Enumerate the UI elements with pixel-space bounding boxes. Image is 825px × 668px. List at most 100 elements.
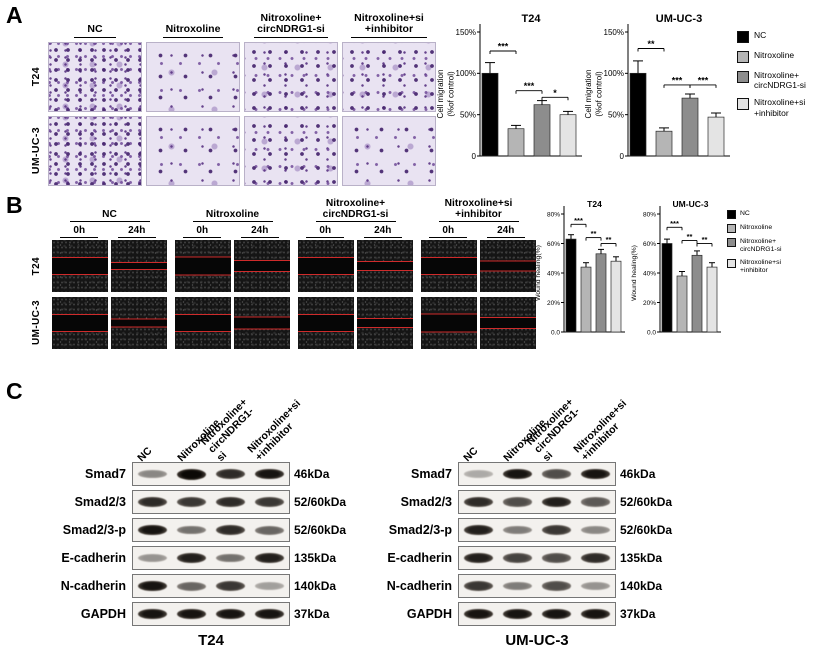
svg-text:UM-UC-3: UM-UC-3 bbox=[673, 199, 709, 209]
wound-row-labels: T24 UM-UC-3 bbox=[28, 196, 44, 349]
blot-band bbox=[255, 525, 284, 535]
blot-strip bbox=[132, 574, 290, 598]
legend-label: Nitroxoline bbox=[740, 224, 773, 231]
protein-label: Smad2/3 bbox=[74, 495, 126, 509]
wound-gap bbox=[421, 313, 477, 333]
wound-image bbox=[421, 297, 477, 349]
wound-gap bbox=[234, 316, 290, 330]
wound-row bbox=[52, 297, 167, 349]
legend-label: Nitroxoline+ circNDRG1-si bbox=[740, 238, 782, 254]
svg-text:60%: 60% bbox=[643, 241, 656, 248]
wound-gap bbox=[111, 318, 167, 328]
wound-group-title: Nitroxoline+ circNDRG1-si bbox=[298, 196, 413, 222]
blot-row: E-cadherin 135kDa bbox=[356, 546, 686, 570]
svg-text:100%: 100% bbox=[456, 69, 476, 78]
protein-label: Smad2/3-p bbox=[62, 523, 126, 537]
protein-label: E-cadherin bbox=[387, 551, 452, 565]
blot-row: E-cadherin 135kDa bbox=[30, 546, 360, 570]
blot-band bbox=[464, 581, 493, 591]
timepoint-0h: 0h bbox=[298, 225, 353, 238]
legend-label: NC bbox=[754, 30, 767, 40]
bar-chart-wound-t24: T24 Wound healing(%) 0.0 20% 40% 60% 80% *** ** *… bbox=[534, 198, 628, 357]
bar-chart-migration-t24: T24 Cell migration (%of control) 0 50% 100% 15… bbox=[436, 10, 586, 187]
blot-band bbox=[581, 608, 610, 620]
blot-row: Smad2/3 52/60kDa bbox=[30, 490, 360, 514]
kda-label: 52/60kDa bbox=[294, 495, 347, 509]
svg-text:**: ** bbox=[647, 39, 655, 49]
svg-text:80%: 80% bbox=[547, 211, 560, 218]
blot-strip bbox=[458, 602, 616, 626]
svg-text:20%: 20% bbox=[643, 300, 656, 307]
protein-label: Smad7 bbox=[411, 467, 452, 481]
panel-a: A NC Nitroxoline Nitroxoline+ circNDRG1-… bbox=[0, 0, 825, 192]
blot-band bbox=[216, 468, 245, 480]
wound-image bbox=[111, 240, 167, 292]
wound-group-title-text: Nitroxoline+ circNDRG1-si bbox=[315, 198, 396, 222]
wound-image bbox=[175, 297, 231, 349]
svg-text:Wound healing(%): Wound healing(%) bbox=[535, 245, 542, 301]
legend-swatch bbox=[737, 31, 749, 43]
svg-text:**: ** bbox=[606, 235, 612, 244]
wound-group-nitroxoline: Nitroxoline 0h 24h bbox=[175, 196, 290, 349]
svg-text:150%: 150% bbox=[604, 28, 624, 37]
wound-row bbox=[298, 240, 413, 292]
blot-band bbox=[542, 581, 571, 591]
transwell-grid: NC Nitroxoline Nitroxoline+ circNDRG1-si… bbox=[28, 4, 436, 186]
transwell-image bbox=[244, 42, 338, 112]
blot-band bbox=[138, 524, 167, 536]
blot-band bbox=[581, 582, 610, 590]
panel-c-label: C bbox=[6, 378, 23, 404]
blot-strip bbox=[132, 462, 290, 486]
protein-label: Smad7 bbox=[85, 467, 126, 481]
wound-image bbox=[52, 240, 108, 292]
svg-text:**: ** bbox=[591, 229, 597, 238]
timepoint-0h: 0h bbox=[421, 225, 476, 238]
column-header-text: Nitroxoline+ circNDRG1-si bbox=[254, 12, 328, 38]
blot-band bbox=[255, 608, 284, 620]
legend-label: Nitroxoline+si +inhibitor bbox=[754, 97, 806, 118]
timepoint-headers: 0h 24h bbox=[52, 222, 167, 238]
legend-item: Nitroxoline+ circNDRG1-si bbox=[737, 70, 806, 90]
timepoint-0h: 0h bbox=[52, 225, 107, 238]
kda-label: 37kDa bbox=[620, 607, 656, 621]
wound-gap bbox=[52, 314, 108, 332]
blot-band bbox=[503, 525, 532, 535]
blot-strip bbox=[132, 546, 290, 570]
blot-strip bbox=[458, 546, 616, 570]
blot-band bbox=[464, 524, 493, 536]
blot-row: GAPDH 37kDa bbox=[356, 602, 686, 626]
svg-text:50%: 50% bbox=[608, 111, 624, 120]
timepoint-24h: 24h bbox=[355, 225, 410, 238]
transwell-image bbox=[146, 116, 240, 186]
blot-band bbox=[503, 608, 532, 620]
kda-label: 135kDa bbox=[294, 551, 337, 565]
blot-strip bbox=[458, 518, 616, 542]
wound-group-circndrg1si: Nitroxoline+ circNDRG1-si 0h 24h bbox=[298, 196, 413, 349]
legend-swatch bbox=[727, 238, 736, 247]
kda-label: 140kDa bbox=[620, 579, 663, 593]
svg-text:T24: T24 bbox=[522, 13, 542, 25]
column-header-nitroxoline: Nitroxoline bbox=[146, 4, 240, 38]
legend-item: Nitroxoline bbox=[737, 50, 806, 63]
blot-band bbox=[581, 552, 610, 564]
wound-gap bbox=[175, 314, 231, 332]
legend-swatch bbox=[727, 224, 736, 233]
blot-strip bbox=[132, 490, 290, 514]
blot-row: GAPDH 37kDa bbox=[30, 602, 360, 626]
blot-band bbox=[177, 468, 206, 480]
blot-row: N-cadherin 140kDa bbox=[30, 574, 360, 598]
blot-band bbox=[464, 496, 493, 508]
wound-row bbox=[298, 297, 413, 349]
panel-c: C NC Nitroxoline Nitroxoline+ circNDRG1-… bbox=[0, 372, 825, 668]
wound-image bbox=[298, 297, 354, 349]
column-header-nc: NC bbox=[48, 4, 142, 38]
svg-text:80%: 80% bbox=[643, 211, 656, 218]
legend-label: Nitroxoline+si +inhibitor bbox=[740, 259, 781, 275]
wound-area: T24 UM-UC-3 NC 0h 24h Nitroxoline 0h 24h bbox=[28, 196, 536, 349]
panel-a-label: A bbox=[6, 2, 23, 28]
legend-swatch bbox=[727, 259, 736, 269]
svg-text:***: *** bbox=[672, 75, 683, 85]
blot-row: Smad7 46kDa bbox=[30, 462, 360, 486]
wound-gap bbox=[52, 257, 108, 275]
svg-text:(%of control): (%of control) bbox=[447, 71, 456, 117]
